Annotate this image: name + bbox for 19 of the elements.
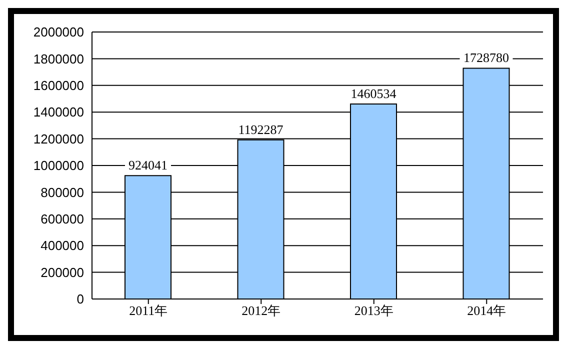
data-label: 924041	[128, 158, 168, 173]
y-tick-label: 2000000	[33, 24, 84, 40]
y-tick-label: 400000	[40, 238, 84, 254]
data-label: 1728780	[464, 50, 509, 66]
y-tick-label: 1200000	[33, 131, 84, 146]
data-label: 1192287	[238, 122, 284, 137]
data-label: 1460534	[350, 86, 397, 102]
y-tick-label: 1800000	[33, 51, 84, 66]
x-tick-label: 2011年	[129, 303, 168, 318]
y-tick-label: 0	[76, 292, 84, 307]
y-tick-label: 1600000	[33, 78, 84, 94]
x-tick-label: 2013年	[354, 303, 394, 318]
y-tick-label: 600000	[40, 212, 84, 227]
y-tick-label: 1000000	[33, 158, 84, 174]
y-tick-label: 200000	[40, 264, 84, 280]
x-tick-label: 2014年	[467, 303, 506, 318]
y-tick-label: 1400000	[33, 104, 84, 120]
y-tick-label: 800000	[40, 184, 84, 200]
x-tick-label: 2012年	[242, 303, 281, 318]
